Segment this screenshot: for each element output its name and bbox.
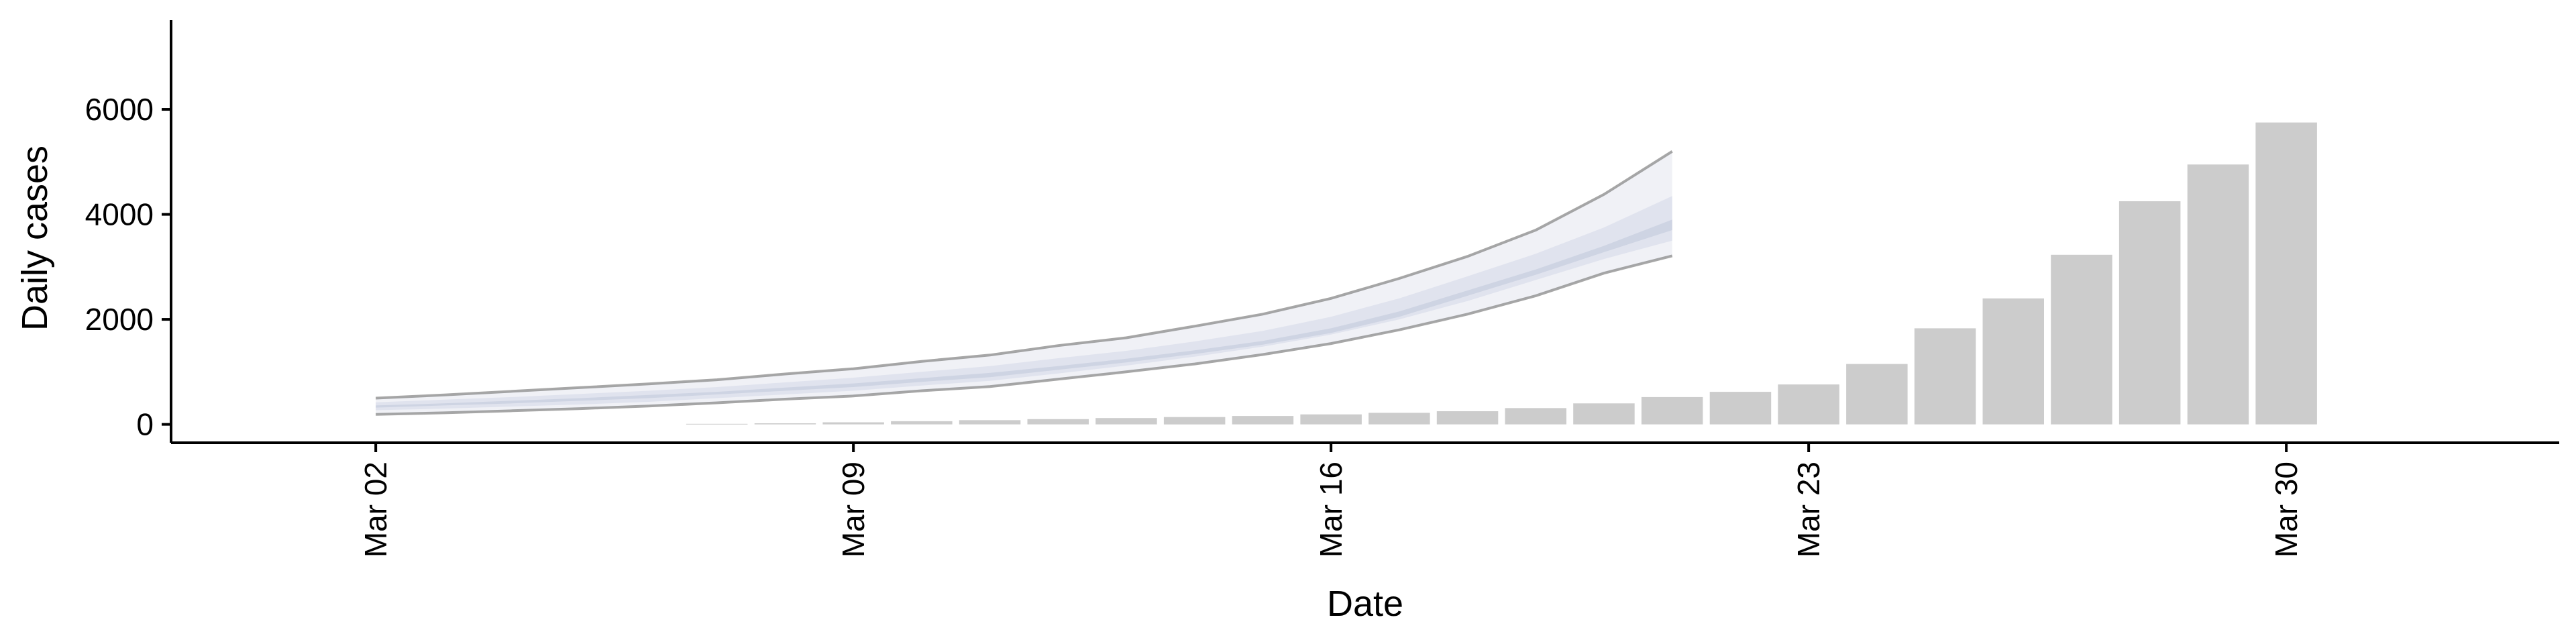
bar-2020-03-20	[1573, 403, 1635, 425]
bar-2020-03-25	[1914, 328, 1976, 425]
bar-2020-03-27	[2051, 254, 2112, 425]
daily-case-bars	[686, 122, 2317, 425]
y-tick-label: 6000	[85, 92, 154, 127]
bar-2020-03-29	[2187, 164, 2249, 425]
bar-2020-03-18	[1436, 411, 1499, 425]
x-axis-title: Date	[1327, 584, 1403, 624]
bar-2020-03-22	[1709, 392, 1772, 425]
bar-2020-03-16	[1300, 414, 1362, 425]
bar-2020-03-13	[1095, 418, 1157, 425]
bar-2020-03-26	[1982, 298, 2044, 425]
bar-2020-03-11	[959, 420, 1021, 425]
y-axis-ticks: 0 2000 4000 6000	[85, 92, 171, 442]
bar-2020-03-07	[686, 423, 748, 425]
y-tick-label: 0	[136, 407, 154, 442]
forecast-bands	[376, 151, 1672, 415]
bar-2020-03-15	[1232, 416, 1294, 425]
x-tick-label: Mar 30	[2269, 462, 2304, 557]
bar-2020-03-19	[1505, 408, 1566, 425]
forecast-lines	[376, 150, 1673, 416]
forecast-lower-line	[376, 254, 1673, 416]
bar-2020-03-09	[822, 422, 884, 425]
x-tick-label: Mar 23	[1791, 462, 1826, 557]
bar-2020-03-23	[1778, 384, 1839, 425]
y-axis-title: Daily cases	[15, 146, 55, 331]
forecast-inner-band	[376, 219, 1672, 408]
x-tick-label: Mar 16	[1313, 462, 1348, 557]
forecast-upper-line	[376, 150, 1673, 400]
bar-2020-03-10	[891, 421, 953, 425]
bar-2020-03-14	[1163, 417, 1226, 425]
y-tick-label: 4000	[85, 197, 154, 232]
bar-2020-03-12	[1027, 419, 1089, 425]
x-tick-label: Mar 02	[358, 462, 393, 557]
forecast-middle-band	[376, 196, 1672, 411]
bar-2020-03-21	[1641, 396, 1703, 425]
bar-2020-03-08	[754, 423, 816, 425]
x-axis-ticks: Mar 02 Mar 09 Mar 16 Mar 23 Mar 30	[358, 443, 2304, 557]
bar-2020-03-17	[1368, 413, 1430, 425]
axes	[170, 20, 2559, 444]
y-tick-label: 2000	[85, 302, 154, 337]
x-tick-label: Mar 09	[836, 462, 871, 557]
bar-2020-03-24	[1846, 364, 1908, 425]
bar-2020-03-28	[2118, 201, 2181, 425]
bar-2020-03-30	[2255, 122, 2317, 425]
forecast-outer-band	[376, 151, 1672, 415]
